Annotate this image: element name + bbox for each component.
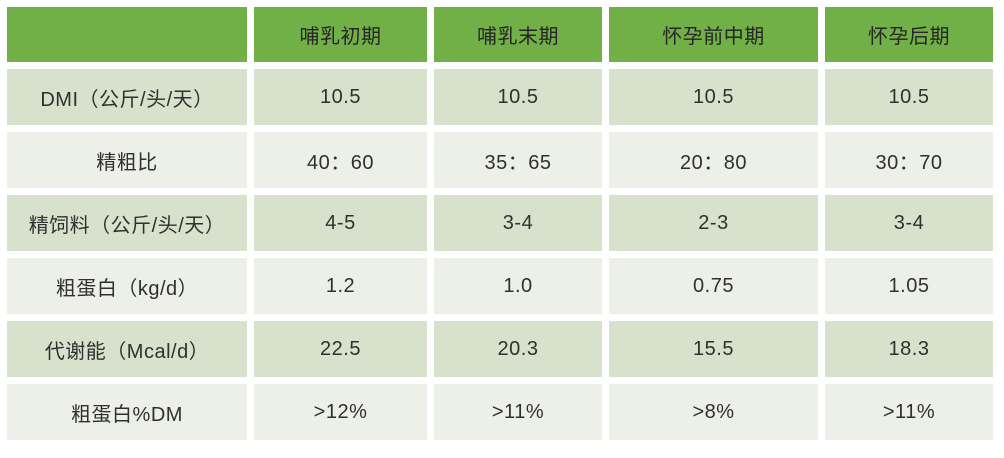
cell-value: 10.5: [609, 69, 818, 125]
cell-value: 18.3: [825, 321, 993, 377]
cell-value: >11%: [434, 384, 602, 440]
row-label: 精饲料（公斤/头/天）: [7, 195, 247, 251]
cell-value: 30：70: [825, 132, 993, 188]
row-label: 代谢能（Mcal/d）: [7, 321, 247, 377]
header-cell-pregnancy-late: 怀孕后期: [825, 7, 993, 62]
header-cell-lactation-early: 哺乳初期: [254, 7, 427, 62]
cell-value: 4-5: [254, 195, 427, 251]
header-cell-pregnancy-early-mid: 怀孕前中期: [609, 7, 818, 62]
cell-value: 1.05: [825, 258, 993, 314]
row-label: 精粗比: [7, 132, 247, 188]
cell-value: 10.5: [434, 69, 602, 125]
cell-value: 10.5: [254, 69, 427, 125]
cell-value: 35：65: [434, 132, 602, 188]
table-row-metabolizable-energy: 代谢能（Mcal/d） 22.5 20.3 15.5 18.3: [7, 321, 993, 377]
row-label: DMI（公斤/头/天）: [7, 69, 247, 125]
table-row-crude-protein-pct: 粗蛋白%DM >12% >11% >8% >11%: [7, 384, 993, 440]
cell-value: 22.5: [254, 321, 427, 377]
header-cell-lactation-late: 哺乳末期: [434, 7, 602, 62]
row-label: 粗蛋白%DM: [7, 384, 247, 440]
cell-value: 20.3: [434, 321, 602, 377]
table-row-dmi: DMI（公斤/头/天） 10.5 10.5 10.5 10.5: [7, 69, 993, 125]
cell-value: 10.5: [825, 69, 993, 125]
cell-value: 40：60: [254, 132, 427, 188]
cell-value: 2-3: [609, 195, 818, 251]
cell-value: 15.5: [609, 321, 818, 377]
cell-value: 3-4: [825, 195, 993, 251]
row-label: 粗蛋白（kg/d）: [7, 258, 247, 314]
cell-value: >8%: [609, 384, 818, 440]
cell-value: 1.2: [254, 258, 427, 314]
header-cell-empty: [7, 7, 247, 62]
cell-value: >11%: [825, 384, 993, 440]
cell-value: 20：80: [609, 132, 818, 188]
table-row-concentrate-feed: 精饲料（公斤/头/天） 4-5 3-4 2-3 3-4: [7, 195, 993, 251]
cell-value: 0.75: [609, 258, 818, 314]
cell-value: >12%: [254, 384, 427, 440]
table-row-concentrate-ratio: 精粗比 40：60 35：65 20：80 30：70: [7, 132, 993, 188]
cell-value: 3-4: [434, 195, 602, 251]
table-row-crude-protein-kg: 粗蛋白（kg/d） 1.2 1.0 0.75 1.05: [7, 258, 993, 314]
feed-nutrition-table: 哺乳初期 哺乳末期 怀孕前中期 怀孕后期 DMI（公斤/头/天） 10.5 10…: [7, 7, 993, 440]
cell-value: 1.0: [434, 258, 602, 314]
header-row: 哺乳初期 哺乳末期 怀孕前中期 怀孕后期: [7, 7, 993, 62]
